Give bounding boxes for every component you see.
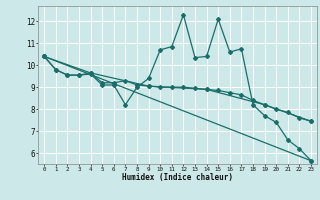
X-axis label: Humidex (Indice chaleur): Humidex (Indice chaleur) <box>122 173 233 182</box>
